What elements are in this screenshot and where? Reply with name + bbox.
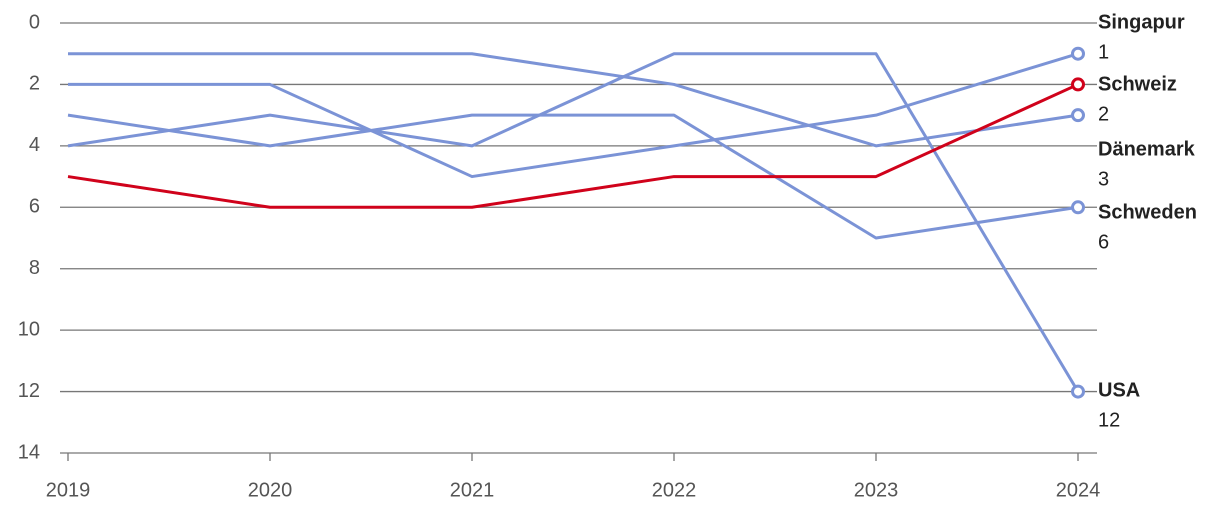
y-tick-label: 6 xyxy=(29,196,40,218)
y-tick-label: 2 xyxy=(29,73,40,95)
y-tick-label: 14 xyxy=(18,441,40,463)
series-line xyxy=(68,52,1079,148)
legend-label: Dänemark xyxy=(1098,138,1196,160)
series-line xyxy=(68,52,1079,179)
value-label: 2 xyxy=(1098,103,1109,125)
value-label: 6 xyxy=(1098,231,1109,253)
y-tick-label: 12 xyxy=(18,380,40,402)
legend-label: Schweiz xyxy=(1098,73,1177,95)
x-tick-label: 2024 xyxy=(1056,479,1101,501)
x-tick-label: 2022 xyxy=(652,479,697,501)
value-label: 3 xyxy=(1098,168,1109,190)
series-line xyxy=(67,83,1079,209)
end-marker xyxy=(1071,46,1085,61)
x-tick-label: 2023 xyxy=(854,479,899,501)
x-tick-label: 2019 xyxy=(46,479,91,501)
x-tick-label: 2021 xyxy=(450,479,495,501)
legend-label: Singapur xyxy=(1098,11,1185,33)
x-tick-label: 2020 xyxy=(248,479,293,501)
end-marker xyxy=(1071,384,1085,399)
value-label: 1 xyxy=(1098,41,1109,63)
legend-label: USA xyxy=(1098,379,1140,401)
y-tick-label: 4 xyxy=(29,134,40,156)
end-marker xyxy=(1071,77,1085,92)
legend-label: Schweden xyxy=(1098,201,1197,223)
series-line xyxy=(67,52,1080,393)
end-marker xyxy=(1071,108,1085,123)
series-line xyxy=(67,113,1079,240)
y-tick-label: 10 xyxy=(18,318,40,340)
end-marker xyxy=(1071,200,1085,215)
y-tick-label: 0 xyxy=(29,11,40,33)
y-tick-label: 8 xyxy=(29,257,40,279)
value-label: 12 xyxy=(1098,409,1120,431)
